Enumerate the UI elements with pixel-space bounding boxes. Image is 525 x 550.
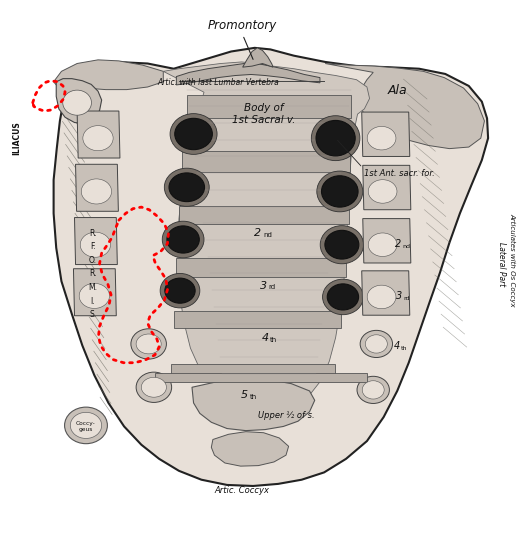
Polygon shape bbox=[176, 258, 346, 277]
Ellipse shape bbox=[325, 230, 359, 259]
Polygon shape bbox=[192, 379, 314, 431]
Text: S.: S. bbox=[89, 310, 97, 319]
Ellipse shape bbox=[316, 120, 355, 156]
Text: R.: R. bbox=[89, 229, 97, 238]
Polygon shape bbox=[74, 269, 116, 316]
Ellipse shape bbox=[175, 118, 213, 150]
Ellipse shape bbox=[320, 226, 363, 264]
Ellipse shape bbox=[165, 278, 195, 303]
Polygon shape bbox=[362, 271, 410, 315]
Text: nd: nd bbox=[263, 232, 272, 238]
Ellipse shape bbox=[136, 334, 161, 354]
Polygon shape bbox=[362, 112, 410, 156]
Polygon shape bbox=[163, 62, 370, 408]
Text: th: th bbox=[270, 337, 278, 343]
Polygon shape bbox=[56, 79, 102, 124]
Text: 3: 3 bbox=[396, 291, 403, 301]
Ellipse shape bbox=[169, 173, 205, 202]
Polygon shape bbox=[182, 151, 350, 172]
Ellipse shape bbox=[367, 126, 396, 150]
Ellipse shape bbox=[79, 283, 110, 309]
Polygon shape bbox=[77, 111, 120, 158]
Polygon shape bbox=[363, 218, 411, 263]
Ellipse shape bbox=[357, 376, 390, 404]
Ellipse shape bbox=[311, 116, 360, 161]
Text: Coccy-
geus: Coccy- geus bbox=[76, 421, 96, 432]
Text: 5: 5 bbox=[241, 390, 248, 400]
Polygon shape bbox=[243, 48, 273, 67]
Polygon shape bbox=[363, 166, 411, 210]
Ellipse shape bbox=[160, 273, 200, 308]
Ellipse shape bbox=[162, 221, 204, 258]
Text: 3: 3 bbox=[259, 280, 267, 290]
Text: th: th bbox=[401, 346, 407, 351]
Text: 4: 4 bbox=[394, 341, 400, 351]
Ellipse shape bbox=[70, 412, 102, 438]
Text: Articulates with Os Coccyx: Articulates with Os Coccyx bbox=[509, 212, 515, 306]
Polygon shape bbox=[54, 60, 163, 90]
Text: th: th bbox=[249, 394, 257, 400]
Text: 4: 4 bbox=[261, 333, 269, 343]
Text: 2: 2 bbox=[254, 228, 261, 238]
Ellipse shape bbox=[83, 125, 113, 151]
Ellipse shape bbox=[170, 114, 217, 155]
Polygon shape bbox=[325, 63, 485, 148]
Ellipse shape bbox=[327, 284, 359, 310]
Ellipse shape bbox=[141, 377, 166, 397]
Polygon shape bbox=[179, 206, 349, 224]
Text: Artic. with last Lumbar Vertebra: Artic. with last Lumbar Vertebra bbox=[157, 78, 279, 87]
Ellipse shape bbox=[136, 372, 172, 403]
Text: Lateral Part: Lateral Part bbox=[497, 243, 506, 287]
Text: 2: 2 bbox=[395, 239, 401, 249]
Ellipse shape bbox=[317, 171, 363, 212]
Ellipse shape bbox=[365, 335, 387, 353]
Ellipse shape bbox=[362, 381, 384, 399]
Ellipse shape bbox=[164, 168, 209, 206]
Text: Promontory: Promontory bbox=[208, 19, 277, 32]
Polygon shape bbox=[171, 364, 334, 379]
Ellipse shape bbox=[360, 331, 393, 358]
Text: Upper ½ of s.: Upper ½ of s. bbox=[258, 411, 314, 420]
Ellipse shape bbox=[63, 90, 91, 115]
Polygon shape bbox=[155, 373, 367, 382]
Text: ILIACUS: ILIACUS bbox=[13, 122, 22, 155]
Polygon shape bbox=[174, 311, 341, 328]
Text: F.: F. bbox=[90, 243, 96, 251]
Ellipse shape bbox=[321, 176, 358, 207]
Text: rd: rd bbox=[268, 284, 276, 290]
Polygon shape bbox=[187, 95, 351, 118]
Text: Ala: Ala bbox=[387, 84, 407, 97]
Text: I.: I. bbox=[90, 296, 95, 306]
Text: 1st Ant. sacr. for.: 1st Ant. sacr. for. bbox=[364, 169, 435, 178]
Ellipse shape bbox=[368, 233, 397, 256]
Text: Artic. Coccyx: Artic. Coccyx bbox=[214, 486, 269, 495]
Ellipse shape bbox=[368, 180, 397, 203]
Polygon shape bbox=[75, 218, 117, 265]
Text: M.: M. bbox=[88, 283, 97, 292]
Ellipse shape bbox=[322, 279, 363, 315]
Polygon shape bbox=[176, 63, 320, 85]
Polygon shape bbox=[54, 48, 488, 486]
Polygon shape bbox=[212, 432, 289, 466]
Text: nd: nd bbox=[402, 244, 410, 249]
Polygon shape bbox=[76, 164, 118, 211]
Text: O.: O. bbox=[89, 256, 97, 265]
Ellipse shape bbox=[131, 329, 166, 359]
Text: rd: rd bbox=[404, 296, 410, 301]
Ellipse shape bbox=[367, 285, 396, 309]
Text: Body of
1st Sacral v.: Body of 1st Sacral v. bbox=[232, 103, 295, 125]
Ellipse shape bbox=[80, 232, 111, 257]
Ellipse shape bbox=[65, 407, 108, 444]
Ellipse shape bbox=[167, 226, 200, 253]
Ellipse shape bbox=[81, 179, 112, 204]
Text: R.: R. bbox=[89, 270, 97, 278]
